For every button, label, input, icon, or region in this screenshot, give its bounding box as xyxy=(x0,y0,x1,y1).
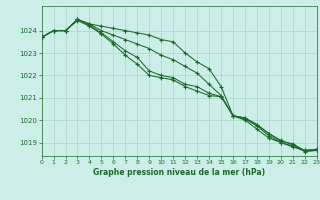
X-axis label: Graphe pression niveau de la mer (hPa): Graphe pression niveau de la mer (hPa) xyxy=(93,168,265,177)
